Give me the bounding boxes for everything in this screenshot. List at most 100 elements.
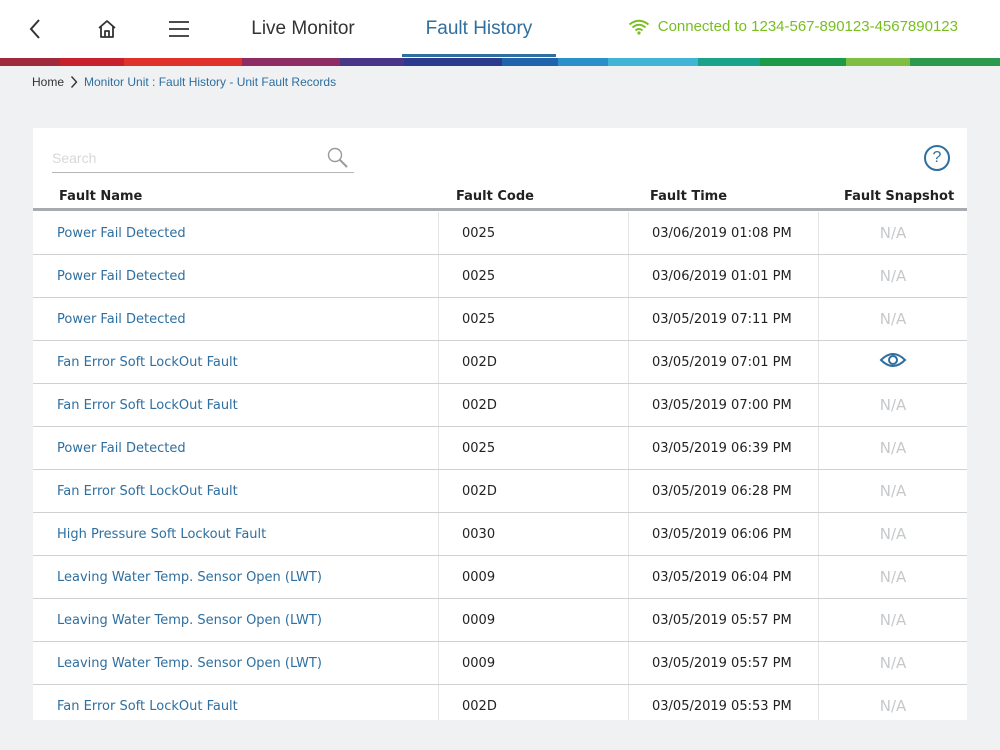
fault-time-cell: 03/05/2019 07:00 PM: [628, 384, 818, 426]
tab-live-monitor[interactable]: Live Monitor: [251, 18, 355, 39]
fault-code-cell: 002D: [438, 470, 628, 512]
breadcrumb-current: Monitor Unit : Fault History - Unit Faul…: [84, 75, 337, 89]
fault-code-cell: 0025: [438, 427, 628, 469]
search-input[interactable]: [52, 144, 312, 171]
fault-code-cell: 002D: [438, 384, 628, 426]
fault-code-cell: 0009: [438, 642, 628, 684]
brand-stripe-segment: [760, 58, 846, 66]
fault-name-cell[interactable]: Leaving Water Temp. Sensor Open (LWT): [57, 569, 322, 585]
brand-stripe-segment: [242, 58, 340, 66]
fault-snapshot-cell[interactable]: [818, 341, 967, 383]
fault-snapshot-cell: N/A: [818, 255, 967, 297]
menu-icon: [169, 21, 189, 37]
brand-stripe-segment: [698, 58, 760, 66]
table-row[interactable]: Power Fail Detected 0025 03/05/2019 07:11 …: [33, 298, 967, 341]
fault-snapshot-cell: N/A: [818, 513, 967, 555]
eye-icon[interactable]: [879, 351, 907, 373]
home-button[interactable]: [92, 14, 122, 44]
column-header-fault-time[interactable]: Fault Time: [650, 189, 728, 204]
home-icon: [98, 20, 116, 38]
back-button[interactable]: [20, 14, 50, 44]
fault-code-cell: 002D: [438, 685, 628, 720]
fault-name-cell[interactable]: Power Fail Detected: [57, 440, 186, 456]
fault-snapshot-cell: N/A: [818, 642, 967, 684]
fault-snapshot-cell: N/A: [818, 556, 967, 598]
brand-stripe-segment: [340, 58, 404, 66]
fault-code-cell: 0025: [438, 298, 628, 340]
fault-name-cell[interactable]: Fan Error Soft LockOut Fault: [57, 483, 238, 499]
fault-snapshot-cell: N/A: [818, 212, 967, 254]
table-row[interactable]: High Pressure Soft Lockout Fault 0030 03/0…: [33, 513, 967, 556]
tab-fault-history[interactable]: Fault History: [425, 18, 533, 39]
brand-stripe: [0, 58, 1000, 66]
active-tab-indicator: [402, 54, 556, 57]
table-row[interactable]: Leaving Water Temp. Sensor Open (LWT) 000…: [33, 599, 967, 642]
breadcrumb-home[interactable]: Home: [32, 75, 65, 89]
fault-name-cell[interactable]: Power Fail Detected: [57, 268, 186, 284]
table-row[interactable]: Fan Error Soft LockOut Fault 002D 03/05/20…: [33, 470, 967, 513]
fault-code-cell: 0030: [438, 513, 628, 555]
fault-time-cell: 03/05/2019 05:53 PM: [628, 685, 818, 720]
back-arrow-icon: [29, 19, 40, 39]
brand-stripe-segment: [404, 58, 502, 66]
fault-time-cell: 03/06/2019 01:01 PM: [628, 255, 818, 297]
fault-name-cell[interactable]: High Pressure Soft Lockout Fault: [57, 526, 267, 542]
brand-stripe-segment: [0, 58, 60, 66]
breadcrumb: Home Monitor Unit : Fault History - Unit…: [32, 75, 336, 89]
connection-text: Connected to 1234-567-890123-4567890123: [657, 18, 958, 35]
fault-time-cell: 03/05/2019 05:57 PM: [628, 642, 818, 684]
brand-stripe-segment: [124, 58, 242, 66]
fault-time-cell: 03/05/2019 06:04 PM: [628, 556, 818, 598]
brand-stripe-segment: [910, 58, 1000, 66]
table-row[interactable]: Power Fail Detected 0025 03/06/2019 01:08 …: [33, 212, 967, 255]
fault-code-cell: 002D: [438, 341, 628, 383]
fault-name-cell[interactable]: Fan Error Soft LockOut Fault: [57, 354, 238, 370]
table-row[interactable]: Leaving Water Temp. Sensor Open (LWT) 000…: [33, 642, 967, 685]
connection-status: Connected to 1234-567-890123-4567890123: [628, 18, 958, 35]
chevron-right-icon: [70, 75, 78, 89]
fault-snapshot-cell: N/A: [818, 685, 967, 720]
fault-time-cell: 03/05/2019 05:57 PM: [628, 599, 818, 641]
table-row[interactable]: Power Fail Detected 0025 03/05/2019 06:39 …: [33, 427, 967, 470]
fault-snapshot-cell: N/A: [818, 599, 967, 641]
column-header-fault-code[interactable]: Fault Code: [456, 189, 534, 204]
fault-name-cell[interactable]: Power Fail Detected: [57, 225, 186, 241]
fault-code-cell: 0025: [438, 255, 628, 297]
brand-stripe-segment: [846, 58, 910, 66]
fault-time-cell: 03/05/2019 06:28 PM: [628, 470, 818, 512]
table-header: Fault Name Fault Code Fault Time Fault S…: [33, 184, 967, 211]
fault-snapshot-cell: N/A: [818, 298, 967, 340]
brand-stripe-segment: [502, 58, 558, 66]
fault-code-cell: 0009: [438, 556, 628, 598]
table-row[interactable]: Fan Error Soft LockOut Fault 002D 03/05/20…: [33, 341, 967, 384]
fault-name-cell[interactable]: Power Fail Detected: [57, 311, 186, 327]
fault-records-card: ? Fault Name Fault Code Fault Time Fault…: [33, 128, 967, 720]
fault-snapshot-cell: N/A: [818, 384, 967, 426]
brand-stripe-segment: [608, 58, 698, 66]
fault-time-cell: 03/05/2019 06:39 PM: [628, 427, 818, 469]
fault-time-cell: 03/05/2019 07:11 PM: [628, 298, 818, 340]
fault-time-cell: 03/06/2019 01:08 PM: [628, 212, 818, 254]
top-bar: Live Monitor Fault History Connected to …: [0, 0, 1000, 58]
fault-snapshot-cell: N/A: [818, 427, 967, 469]
menu-button[interactable]: [164, 14, 194, 44]
column-header-fault-name[interactable]: Fault Name: [59, 189, 143, 204]
fault-time-cell: 03/05/2019 06:06 PM: [628, 513, 818, 555]
column-header-fault-snapshot[interactable]: Fault Snapshot: [844, 189, 955, 204]
table-row[interactable]: Leaving Water Temp. Sensor Open (LWT) 000…: [33, 556, 967, 599]
search-icon[interactable]: [326, 146, 350, 174]
search-box: [52, 144, 354, 173]
table-row[interactable]: Fan Error Soft LockOut Fault 002D 03/05/20…: [33, 384, 967, 427]
fault-snapshot-cell: N/A: [818, 470, 967, 512]
fault-time-cell: 03/05/2019 07:01 PM: [628, 341, 818, 383]
fault-name-cell[interactable]: Leaving Water Temp. Sensor Open (LWT): [57, 655, 322, 671]
table-row[interactable]: Power Fail Detected 0025 03/06/2019 01:01 …: [33, 255, 967, 298]
help-button[interactable]: ?: [924, 145, 950, 171]
wifi-icon: [628, 19, 649, 35]
fault-name-cell[interactable]: Fan Error Soft LockOut Fault: [57, 397, 238, 413]
table-row[interactable]: Fan Error Soft LockOut Fault 002D 03/05/20…: [33, 685, 967, 720]
brand-stripe-segment: [558, 58, 608, 66]
fault-code-cell: 0009: [438, 599, 628, 641]
fault-name-cell[interactable]: Fan Error Soft LockOut Fault: [57, 698, 238, 714]
fault-name-cell[interactable]: Leaving Water Temp. Sensor Open (LWT): [57, 612, 322, 628]
